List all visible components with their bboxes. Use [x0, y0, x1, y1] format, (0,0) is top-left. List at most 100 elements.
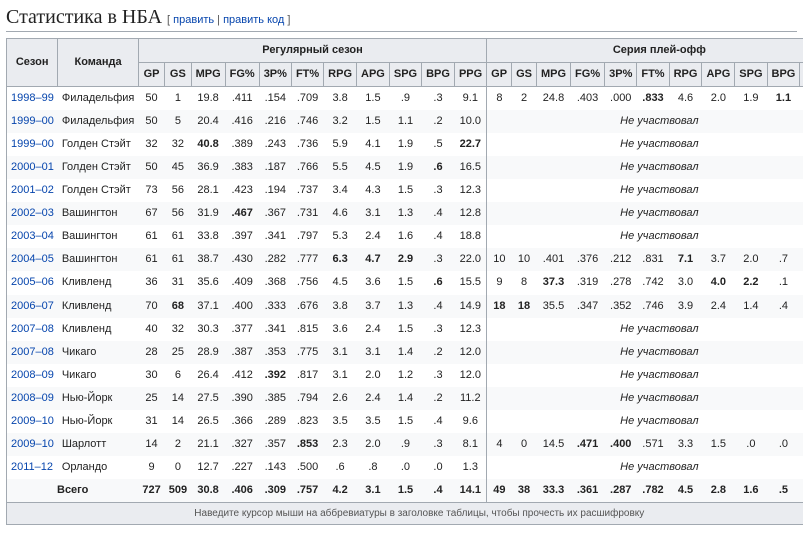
table-row: 2001–02Голден Стэйт735628.1.423.194.7373… — [7, 179, 803, 202]
season-link[interactable]: 2004–05 — [11, 253, 54, 265]
reg-cell: .341 — [259, 225, 291, 248]
reg-cell: 2.4 — [357, 387, 390, 410]
reg-cell: 50 — [138, 110, 164, 133]
reg-cell: 10.0 — [454, 110, 486, 133]
reg-cell: 1.5 — [389, 271, 421, 294]
total-po-cell: .782 — [637, 479, 669, 503]
season-link[interactable]: 1998–99 — [11, 92, 54, 104]
po-cell: 1.5 — [702, 433, 735, 456]
po-cell: 14.5 — [536, 433, 570, 456]
reg-cell: 28.1 — [191, 179, 225, 202]
season-link[interactable]: 2008–09 — [11, 369, 54, 381]
reg-cell: .500 — [291, 456, 323, 479]
dnp-cell: Не участвовал — [487, 456, 803, 479]
reg-cell: 1.9 — [389, 156, 421, 179]
po-cell: 2.2 — [735, 271, 767, 294]
team-cell: Филадельфия — [58, 87, 139, 111]
reg-cell: 3.1 — [357, 341, 390, 364]
total-reg-cell: .4 — [422, 479, 455, 503]
po-cell: 4.6 — [669, 87, 702, 111]
reg-cell: 3.2 — [324, 110, 357, 133]
po-cell: 2.0 — [702, 87, 735, 111]
reg-cell: 50 — [138, 87, 164, 111]
total-po-cell: 38 — [512, 479, 537, 503]
reg-cell: .216 — [259, 110, 291, 133]
season-link[interactable]: 2003–04 — [11, 230, 54, 242]
reg-cell: 3.5 — [324, 410, 357, 433]
season-link[interactable]: 2006–07 — [11, 300, 54, 312]
season-link[interactable]: 2007–08 — [11, 323, 54, 335]
season-link[interactable]: 2009–10 — [11, 438, 54, 450]
reg-cell: .2 — [422, 387, 455, 410]
season-link[interactable]: 2011–12 — [11, 461, 53, 473]
reg-cell: 5.5 — [324, 156, 357, 179]
po-cell: 8 — [487, 87, 512, 111]
reg-cell: 3.4 — [324, 179, 357, 202]
table-row: 2007–08Кливленд403230.3.377.341.8153.62.… — [7, 318, 803, 341]
dnp-cell: Не участвовал — [487, 318, 803, 341]
reg-cell: 6.3 — [324, 248, 357, 271]
reg-cell: 70 — [138, 295, 164, 318]
po-cell: .401 — [536, 248, 570, 271]
reg-cell: .3 — [422, 87, 455, 111]
season-link[interactable]: 2005–06 — [11, 276, 54, 288]
po-cell: 0 — [512, 433, 537, 456]
season-link[interactable]: 2001–02 — [11, 184, 54, 196]
team-cell: Вашингтон — [58, 225, 139, 248]
reg-cell: .3 — [422, 364, 455, 387]
reg-cell: 22.0 — [454, 248, 486, 271]
season-link[interactable]: 2000–01 — [11, 161, 54, 173]
table-row: 2008–09Чикаго30626.4.412.392.8173.12.01.… — [7, 364, 803, 387]
reg-cell: 40.8 — [191, 133, 225, 156]
reg-cell: 28 — [138, 341, 164, 364]
reg-cell: .737 — [291, 179, 323, 202]
po-cell: 1.9 — [735, 87, 767, 111]
reg-cell: 14 — [165, 387, 191, 410]
dnp-cell: Не участвовал — [487, 387, 803, 410]
reg-cell: 1.9 — [389, 133, 421, 156]
reg-cell: 1.1 — [389, 110, 421, 133]
reg-cell: .2 — [422, 110, 455, 133]
po-cell: 3.3 — [669, 433, 702, 456]
reg-cell: 35.6 — [191, 271, 225, 294]
table-row: 2009–10Шарлотт14221.1.327.357.8532.32.0.… — [7, 433, 803, 456]
reg-cell: .777 — [291, 248, 323, 271]
table-row: 2011–12Орландо9012.7.227.143.500.6.8.0.0… — [7, 456, 803, 479]
team-cell: Кливленд — [58, 295, 139, 318]
po-cell: 10 — [487, 248, 512, 271]
po-cell: .746 — [637, 295, 669, 318]
reg-cell: 1.6 — [389, 225, 421, 248]
season-link[interactable]: 2008–09 — [11, 392, 54, 404]
season-link[interactable]: 2009–10 — [11, 415, 54, 427]
footnote-row: Наведите курсор мыши на аббревиатуры в з… — [7, 502, 803, 525]
reg-cell: .766 — [291, 156, 323, 179]
heading-text: Статистика в НБА — [6, 6, 162, 28]
season-link[interactable]: 1999–00 — [11, 115, 54, 127]
total-reg-cell: 3.1 — [357, 479, 390, 503]
season-link[interactable]: 2007–08 — [11, 346, 54, 358]
edit-link[interactable]: править — [173, 14, 214, 26]
col-rpg-po: RPG — [669, 63, 702, 87]
reg-cell: 32 — [165, 318, 191, 341]
team-cell: Вашингтон — [58, 248, 139, 271]
reg-cell: .423 — [225, 179, 259, 202]
season-link[interactable]: 2002–03 — [11, 207, 54, 219]
dnp-cell: Не участвовал — [487, 202, 803, 225]
edit-code-link[interactable]: править код — [223, 14, 284, 26]
total-reg-cell: .757 — [291, 479, 323, 503]
reg-cell: .746 — [291, 110, 323, 133]
total-row: Всего72750930.8.406.309.7574.23.11.5.414… — [7, 479, 803, 503]
po-cell: 3.9 — [669, 295, 702, 318]
season-link[interactable]: 1999–00 — [11, 138, 54, 150]
reg-cell: .385 — [259, 387, 291, 410]
team-cell: Голден Стэйт — [58, 133, 139, 156]
table-row: 2004–05Вашингтон616138.7.430.282.7776.34… — [7, 248, 803, 271]
team-cell: Кливленд — [58, 318, 139, 341]
po-cell: 7.1 — [669, 248, 702, 271]
table-row: 2005–06Кливленд363135.6.409.368.7564.53.… — [7, 271, 803, 294]
col-mpg-reg: MPG — [191, 63, 225, 87]
po-cell: .376 — [571, 248, 605, 271]
reg-cell: 40 — [138, 318, 164, 341]
reg-cell: 3.1 — [357, 202, 390, 225]
col-spg-reg: SPG — [389, 63, 421, 87]
